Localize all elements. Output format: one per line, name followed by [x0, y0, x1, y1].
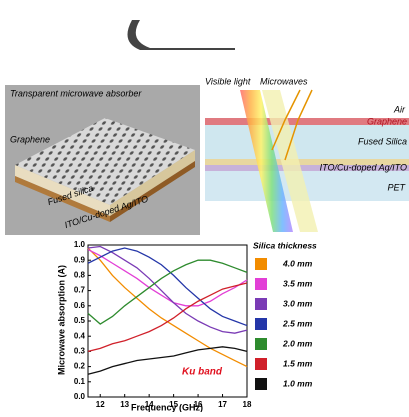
annotation: Ku band	[182, 367, 223, 378]
series-line	[87, 282, 248, 353]
legend-label: 2.5 mm	[282, 318, 313, 328]
legend-label: 1.5 mm	[283, 358, 313, 368]
y-tick-label: 0.8	[74, 271, 86, 280]
x-tick-label: 15	[169, 400, 178, 409]
legend-label: 2.0 mm	[282, 338, 313, 348]
y-tick-label: 0.1	[74, 377, 86, 386]
legend-swatch	[255, 298, 267, 310]
series-line	[87, 247, 248, 368]
y-tick-label: 0.2	[74, 362, 86, 371]
legend-swatch	[255, 318, 267, 330]
legend-title: Silica thickness	[253, 240, 317, 250]
x-tick-label: 14	[145, 400, 154, 409]
y-tick-label: 0.9	[74, 255, 86, 264]
x-tick-label: 17	[218, 400, 227, 409]
schematic-title: Transparent microwave absorber	[10, 88, 142, 98]
silica-layer-label: Fused Silica	[358, 136, 407, 146]
legend-label: 1.0 mm	[283, 378, 313, 388]
electrode-layer-label: ITO/Cu-doped Ag/ITO	[320, 162, 407, 172]
y-tick-label: 0.3	[74, 347, 86, 356]
logo-shape	[127, 20, 235, 50]
x-axis-label: Frequency (GHz)	[131, 402, 203, 412]
legend-swatch	[255, 278, 267, 290]
absorber-schematic: Transparent microwave absorber Graphene …	[5, 85, 200, 235]
y-tick-label: 0.4	[74, 331, 86, 340]
series-line	[87, 259, 248, 325]
legend-label: 3.5 mm	[283, 278, 313, 288]
series-line	[87, 346, 248, 375]
series-line	[87, 245, 248, 334]
legend-label: 4.0 mm	[282, 258, 313, 268]
x-tick-label: 16	[194, 400, 203, 409]
y-tick-label: 0.6	[74, 301, 86, 310]
layer-diagram: Visible light Microwaves Air Graphene Fu…	[205, 76, 409, 232]
graphene-layer-label: Graphene	[367, 116, 407, 126]
graphene-label: Graphene	[10, 134, 50, 144]
legend-label: 3.0 mm	[283, 298, 313, 308]
legend-swatch	[255, 338, 267, 350]
visible-light-label: Visible light	[205, 76, 251, 86]
microwaves-label: Microwaves	[260, 76, 308, 86]
series-line	[87, 248, 248, 307]
series-line	[87, 247, 248, 327]
legend-swatch	[255, 378, 267, 390]
y-axis-label: Microwave absorption (A)	[56, 265, 66, 375]
y-tick-label: 1.0	[74, 240, 86, 249]
y-tick-label: 0.7	[74, 286, 86, 295]
pet-label: PET	[387, 182, 406, 192]
x-tick-label: 13	[120, 400, 129, 409]
air-label: Air	[393, 104, 406, 114]
x-tick-label: 18	[243, 400, 252, 409]
legend-swatch	[255, 258, 267, 270]
y-tick-label: 0.0	[74, 392, 86, 401]
x-tick-label: 12	[96, 400, 105, 409]
legend-swatch	[255, 358, 267, 370]
y-tick-label: 0.5	[74, 316, 86, 325]
